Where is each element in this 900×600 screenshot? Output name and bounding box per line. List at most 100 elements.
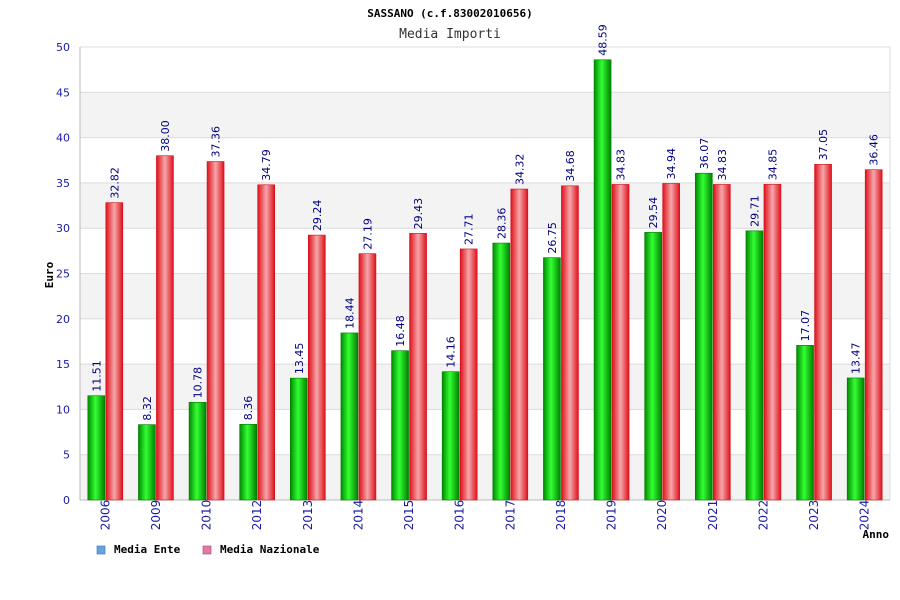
data-labels-layer: 11.51 32.82 8.32 38.00 10.78 37.36 8.36 34.79 13… <box>90 24 880 420</box>
y-tick-label: 5 <box>63 449 70 462</box>
y-axis-ticks: 0 5 10 15 20 25 30 35 40 45 50 <box>56 41 70 507</box>
bar-media-ente-2015 <box>391 350 409 501</box>
y-tick-label: 50 <box>56 41 70 54</box>
data-label: 36.46 <box>868 134 881 166</box>
x-tick-label: 2015 <box>402 500 416 531</box>
x-tick-label: 2021 <box>706 500 720 531</box>
data-label: 29.43 <box>412 198 425 230</box>
bar-media-nazionale-2012 <box>257 184 275 501</box>
data-label: 11.51 <box>90 360 103 392</box>
y-tick-label: 10 <box>56 403 70 416</box>
bars-layer <box>87 59 883 501</box>
data-label: 18.44 <box>343 297 356 329</box>
data-label: 29.54 <box>647 197 660 229</box>
data-label: 17.07 <box>799 310 812 342</box>
x-tick-label: 2023 <box>807 500 821 531</box>
data-label: 8.36 <box>242 396 255 421</box>
legend: Media Ente Media Nazionale <box>96 543 320 556</box>
data-label: 34.83 <box>615 149 628 181</box>
data-label: 29.71 <box>748 195 761 227</box>
chart-title: SASSANO (c.f.83002010656) <box>367 7 533 20</box>
bar-media-ente-2006 <box>87 395 106 501</box>
data-label: 26.75 <box>546 222 559 254</box>
data-label: 34.94 <box>665 148 678 180</box>
bar-media-nazionale-2023 <box>814 164 832 501</box>
bar-media-ente-2016 <box>441 371 460 501</box>
bar-media-nazionale-2009 <box>156 155 174 501</box>
data-label: 34.83 <box>716 149 729 181</box>
bar-media-ente-2017 <box>492 242 511 501</box>
x-tick-label: 2006 <box>98 500 112 531</box>
bar-media-ente-2009 <box>138 424 156 501</box>
chart-subtitle: Media Importi <box>399 27 501 42</box>
bar-media-nazionale-2021 <box>713 184 731 501</box>
x-tick-label: 2019 <box>605 500 619 531</box>
legend-label-media-ente: Media Ente <box>114 543 181 556</box>
x-tick-label: 2017 <box>503 500 517 531</box>
bar-media-ente-2012 <box>239 423 257 501</box>
data-label: 13.45 <box>293 343 306 375</box>
legend-swatch-media-ente <box>96 545 106 555</box>
x-tick-label: 2010 <box>200 500 214 531</box>
data-label: 32.82 <box>108 167 121 199</box>
x-axis-label: Anno <box>863 528 890 541</box>
bar-media-ente-2020 <box>644 232 662 501</box>
y-tick-label: 20 <box>56 313 70 326</box>
x-axis-ticks: 2006 2009 2010 2012 2013 2014 2015 2016 2017 2018… <box>98 500 871 531</box>
bar-media-nazionale-2013 <box>308 234 326 501</box>
bar-media-ente-2024 <box>846 377 865 501</box>
x-tick-label: 2018 <box>554 500 568 531</box>
bar-media-nazionale-2024 <box>864 169 883 501</box>
x-tick-label: 2024 <box>858 500 872 531</box>
x-tick-label: 2020 <box>655 500 669 531</box>
y-tick-label: 40 <box>56 132 70 145</box>
bar-media-ente-2013 <box>290 377 308 501</box>
bar-media-ente-2014 <box>340 332 359 501</box>
data-label: 37.36 <box>210 126 223 158</box>
data-label: 16.48 <box>394 315 407 347</box>
data-label: 37.05 <box>817 129 830 161</box>
y-axis-label: Euro <box>43 261 56 288</box>
data-label: 48.59 <box>597 24 610 56</box>
data-label: 34.68 <box>564 150 577 182</box>
data-label: 14.16 <box>445 336 458 368</box>
bar-media-ente-2019 <box>593 59 612 501</box>
bar-media-nazionale-2016 <box>459 248 478 501</box>
grid-band <box>80 92 890 138</box>
legend-label-media-nazionale: Media Nazionale <box>220 543 320 556</box>
x-tick-label: 2009 <box>149 500 163 531</box>
y-tick-label: 45 <box>56 86 70 99</box>
x-tick-label: 2022 <box>756 500 770 531</box>
bar-media-ente-2021 <box>695 172 713 501</box>
x-tick-label: 2013 <box>301 500 315 531</box>
y-tick-label: 25 <box>56 268 70 281</box>
bar-media-nazionale-2014 <box>358 253 377 501</box>
bar-media-nazionale-2010 <box>206 161 225 501</box>
bar-media-nazionale-2019 <box>611 184 630 501</box>
bar-media-ente-2022 <box>745 230 764 501</box>
legend-swatch-media-nazionale <box>202 545 212 555</box>
x-tick-label: 2016 <box>453 500 467 531</box>
data-label: 34.32 <box>513 154 526 186</box>
grid-band <box>80 47 890 93</box>
x-tick-label: 2014 <box>351 500 365 531</box>
data-label: 36.07 <box>698 138 711 170</box>
bar-media-nazionale-2020 <box>662 183 680 501</box>
y-tick-label: 0 <box>63 494 70 507</box>
y-tick-label: 35 <box>56 177 70 190</box>
data-label: 13.47 <box>850 342 863 374</box>
data-label: 38.00 <box>159 120 172 152</box>
data-label: 28.36 <box>495 208 508 240</box>
data-label: 10.78 <box>192 367 205 399</box>
data-label: 8.32 <box>141 396 154 421</box>
bar-media-nazionale-2018 <box>561 185 579 501</box>
bar-media-nazionale-2015 <box>409 233 427 501</box>
bar-media-ente-2010 <box>188 402 207 501</box>
data-label: 34.85 <box>766 149 779 181</box>
data-label: 27.71 <box>463 213 476 245</box>
x-tick-label: 2012 <box>250 500 264 531</box>
bar-media-nazionale-2022 <box>763 183 782 501</box>
data-label: 34.79 <box>260 149 273 181</box>
bar-media-ente-2023 <box>796 345 814 501</box>
